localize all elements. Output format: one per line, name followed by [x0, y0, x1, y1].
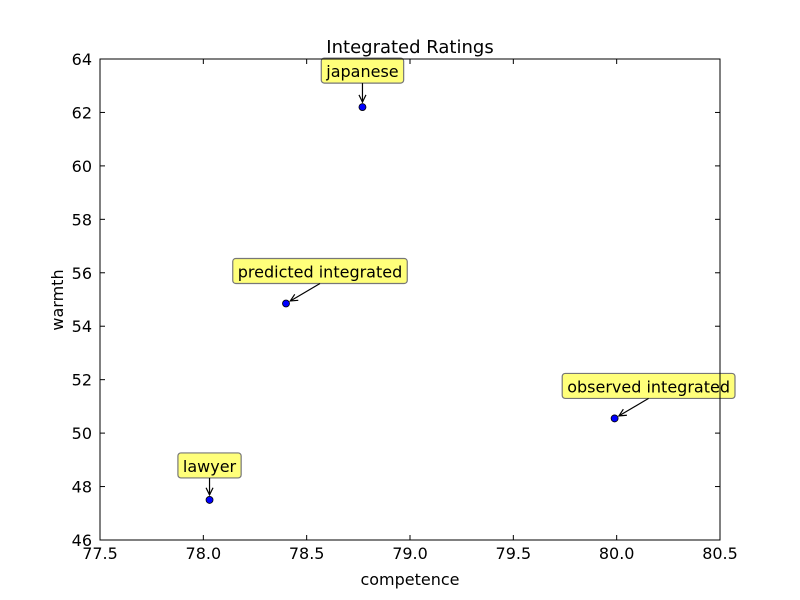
- y-tick-label: 64: [72, 50, 92, 69]
- chart-title: Integrated Ratings: [326, 37, 493, 58]
- x-tick-label: 80.0: [599, 544, 635, 563]
- annotation-arrowhead: [205, 487, 214, 497]
- annotation-arrow: [290, 282, 321, 302]
- data-point: [282, 299, 290, 308]
- x-tick-label: 79.5: [496, 544, 532, 563]
- y-axis-label: warmth: [48, 269, 67, 330]
- y-tick-label: 56: [72, 264, 92, 283]
- x-axis-label: competence: [360, 570, 459, 589]
- x-tick-label: 80.5: [702, 544, 738, 563]
- axis-ticks: 77.5 78.0 78.5 79.0 79.5 80.0 80.5 46 48 50 52 54 56…: [72, 50, 738, 563]
- annotation-arrowhead: [289, 293, 299, 302]
- x-tick-label: 78.0: [186, 544, 222, 563]
- annotation-arrowhead: [617, 408, 627, 417]
- y-tick-label: 54: [72, 317, 92, 336]
- y-tick-label: 46: [72, 531, 92, 550]
- annotation-arrowhead: [358, 94, 367, 104]
- x-tick-label: 79.0: [392, 544, 428, 563]
- y-tick-label: 48: [72, 478, 92, 497]
- y-tick-label: 52: [72, 371, 92, 390]
- annotations: japanese predicted integrated observed int…: [177, 57, 736, 497]
- annotation-arrow: [618, 397, 649, 417]
- y-tick-label: 60: [72, 157, 92, 176]
- plot-frame: [99, 58, 721, 541]
- y-tick-label: 58: [72, 210, 92, 229]
- annotation-label: japanese: [325, 62, 398, 81]
- y-tick-label: 50: [72, 424, 92, 443]
- x-tick-label: 78.5: [289, 544, 325, 563]
- data-point: [205, 496, 214, 504]
- data-point: [610, 414, 619, 423]
- data-point: [358, 103, 367, 111]
- data-points: [205, 103, 619, 504]
- annotation-label: lawyer: [183, 457, 237, 476]
- x-tick-label: 77.5: [82, 544, 118, 563]
- annotation-label: observed integrated: [567, 377, 730, 396]
- annotation-label: predicted integrated: [238, 263, 403, 282]
- y-tick-label: 62: [72, 103, 92, 122]
